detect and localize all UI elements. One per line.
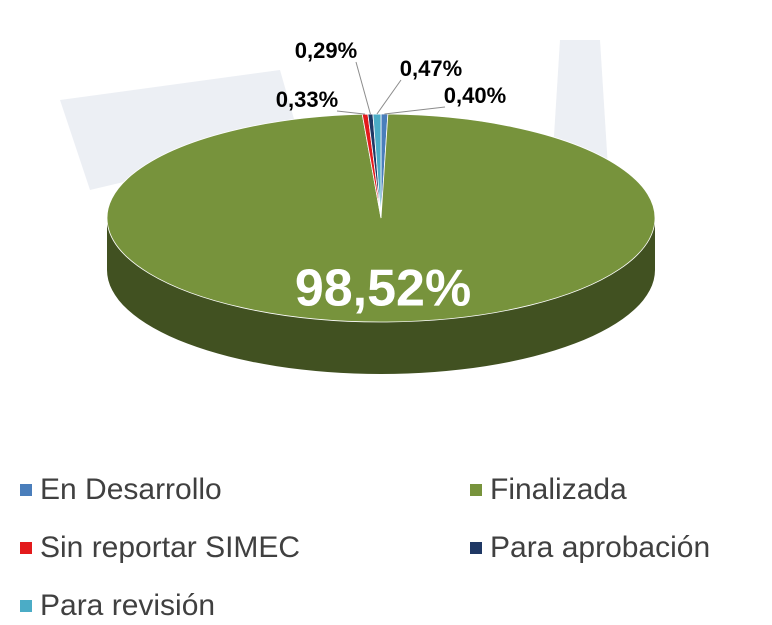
legend-swatch [20,484,32,496]
legend-label: Finalizada [490,473,627,506]
legend-label: En Desarrollo [40,473,222,506]
data-label: 0,47% [400,56,462,81]
legend-label: Para revisión [40,589,215,622]
data-label: 98,52% [295,260,471,318]
slice [106,113,656,323]
legend-swatch [470,484,482,496]
leader-line [384,106,446,115]
data-label: 0,29% [295,38,357,63]
legend-swatch [20,600,32,612]
leader-line [336,110,366,115]
legend-label: Sin reportar SIMEC [40,531,300,564]
legend-swatch [470,542,482,554]
leader-line [355,61,371,115]
data-label: 0,33% [276,87,338,112]
data-label: 0,40% [444,83,506,108]
slice-side [107,218,655,374]
leader-line [376,79,402,115]
legend-label: Para aprobación [490,531,710,564]
legend-swatch [20,542,32,554]
